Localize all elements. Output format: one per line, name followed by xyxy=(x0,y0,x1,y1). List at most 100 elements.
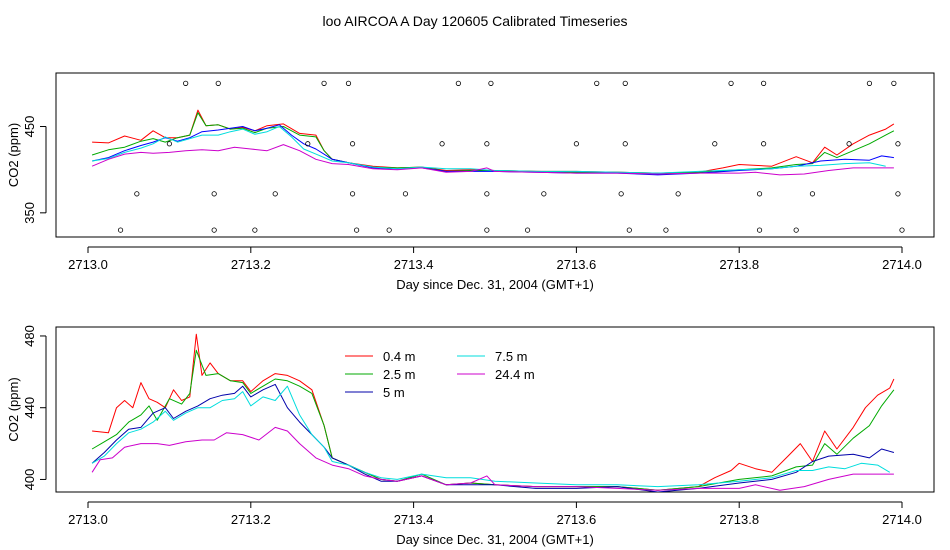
series-group xyxy=(91,333,895,492)
plot-frame xyxy=(55,326,935,493)
legend-item-3: 5 m xyxy=(345,385,405,400)
marker-point xyxy=(846,141,852,147)
marker-point xyxy=(455,80,461,86)
y-tick-label: 350 xyxy=(22,202,37,224)
x-tick-label: 2713.4 xyxy=(394,257,434,272)
marker-point xyxy=(402,191,409,197)
marker-point xyxy=(215,80,221,86)
marker-point xyxy=(183,80,189,86)
x-tick-label: 2714.0 xyxy=(882,257,922,272)
marker-point xyxy=(484,227,490,233)
marker-point xyxy=(809,191,816,197)
marker-point xyxy=(618,191,624,197)
marker-point xyxy=(626,227,632,233)
legend-label: 0.4 m xyxy=(383,349,416,364)
x-axis: 2713.0 2713.2 2713.4 2713.6 2713.8 2714.0 xyxy=(68,246,922,272)
legend-item-5: 24.4 m xyxy=(457,367,535,382)
x-tick-label: 2713.0 xyxy=(68,512,108,527)
series-line-1 xyxy=(92,333,895,491)
x-axis: 2713.0 2713.2 2713.4 2713.6 2713.8 2714.0 xyxy=(68,501,922,527)
marker-point xyxy=(761,141,767,147)
marker-point xyxy=(349,141,356,147)
marker-point xyxy=(756,227,763,233)
panels: 2713.0 2713.2 2713.4 2713.6 2713.8 2714.0 Day … xyxy=(6,72,935,547)
y-tick-label: 480 xyxy=(22,325,37,347)
y-axis: 350 450 xyxy=(22,116,47,224)
x-tick-label: 2713.6 xyxy=(557,257,597,272)
figure-title: loo AIRCOA A Day 120605 Calibrated Times… xyxy=(322,13,627,29)
y-tick-label: 450 xyxy=(22,116,37,138)
marker-point xyxy=(484,191,490,197)
marker-point xyxy=(211,227,217,233)
x-tick-label: 2713.2 xyxy=(231,257,271,272)
marker-point xyxy=(117,227,124,233)
x-tick-label: 2713.8 xyxy=(719,257,759,272)
marker-point xyxy=(386,227,392,233)
series-line-2 xyxy=(91,112,895,174)
series-line-5 xyxy=(91,426,894,491)
marker-point xyxy=(439,141,445,147)
marker-point xyxy=(793,227,799,233)
marker-point xyxy=(622,141,628,147)
marker-point xyxy=(305,141,311,147)
marker-point xyxy=(663,227,669,233)
marker-point xyxy=(488,80,494,86)
legend-item-2: 2.5 m xyxy=(345,367,416,382)
y-axis-label: CO2 (ppm) xyxy=(6,377,21,441)
y-tick-label: 400 xyxy=(22,469,37,491)
legend-item-4: 7.5 m xyxy=(457,349,528,364)
x-tick-label: 2714.0 xyxy=(882,512,922,527)
marker-point xyxy=(134,191,140,197)
marker-point xyxy=(211,191,217,197)
legend-label: 2.5 m xyxy=(383,367,416,382)
legend-label: 5 m xyxy=(383,385,405,400)
marker-point xyxy=(712,141,718,147)
x-tick-label: 2713.6 xyxy=(557,512,597,527)
x-axis-label: Day since Dec. 31, 2004 (GMT+1) xyxy=(396,277,594,292)
marker-point xyxy=(895,191,901,197)
series-line-4 xyxy=(92,126,886,174)
series-group xyxy=(91,109,895,176)
x-axis-label: Day since Dec. 31, 2004 (GMT+1) xyxy=(396,532,594,547)
marker-group xyxy=(117,80,905,233)
marker-point xyxy=(541,191,547,197)
marker-point xyxy=(891,80,897,86)
marker-point xyxy=(895,141,901,147)
marker-point xyxy=(728,80,734,86)
x-tick-label: 2713.4 xyxy=(394,512,434,527)
marker-point xyxy=(524,227,531,233)
series-line-1 xyxy=(92,109,895,174)
marker-point xyxy=(573,141,580,147)
marker-point xyxy=(354,227,360,233)
marker-point xyxy=(594,80,600,86)
marker-point xyxy=(166,141,172,147)
chart-panel-1: 2713.0 2713.2 2713.4 2713.6 2713.8 2714.0 Day … xyxy=(6,72,935,292)
y-axis-label: CO2 (ppm) xyxy=(6,123,21,187)
series-line-2 xyxy=(91,349,895,491)
marker-point xyxy=(761,80,767,86)
series-line-4 xyxy=(91,385,891,488)
x-tick-label: 2713.8 xyxy=(719,512,759,527)
marker-point xyxy=(756,191,763,197)
marker-point xyxy=(272,191,278,197)
marker-point xyxy=(899,227,905,233)
legend-label: 24.4 m xyxy=(495,367,535,382)
legend: 0.4 m 2.5 m 5 m 7.5 m 24.4 m xyxy=(345,349,535,400)
marker-point xyxy=(866,80,873,86)
marker-point xyxy=(349,191,356,197)
chart-panel-2: 2713.0 2713.2 2713.4 2713.6 2713.8 2714.0 Day … xyxy=(6,325,935,547)
marker-point xyxy=(675,191,681,197)
legend-item-1: 0.4 m xyxy=(345,349,416,364)
series-line-5 xyxy=(91,144,894,176)
x-tick-label: 2713.0 xyxy=(68,257,108,272)
marker-point xyxy=(622,80,628,86)
y-tick-label: 440 xyxy=(22,397,37,419)
marker-point xyxy=(345,80,352,86)
marker-point xyxy=(484,141,490,147)
legend-label: 7.5 m xyxy=(495,349,528,364)
series-line-3 xyxy=(91,383,895,492)
x-tick-label: 2713.2 xyxy=(231,512,271,527)
plot-frame xyxy=(55,72,935,238)
marker-point xyxy=(321,80,327,86)
